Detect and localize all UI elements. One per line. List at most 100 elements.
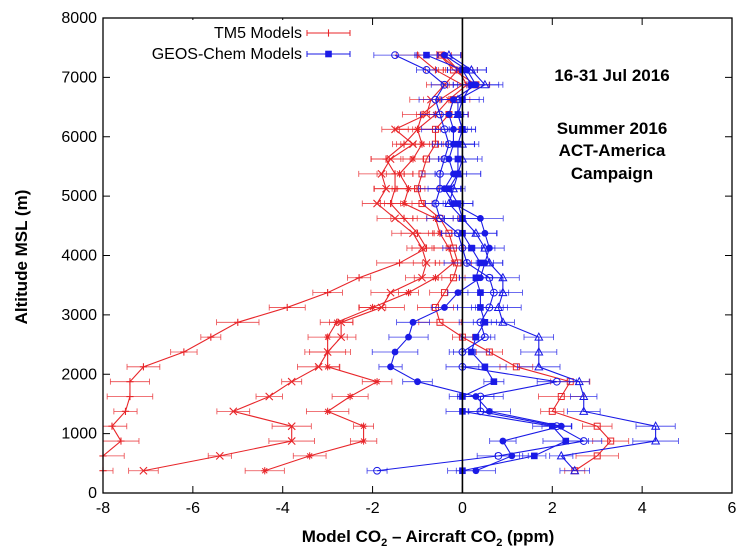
x-marker <box>265 392 274 401</box>
open-triangle-marker <box>471 228 481 237</box>
open-square-marker <box>440 289 448 297</box>
open-triangle-marker <box>570 465 580 475</box>
x-marker <box>287 422 296 431</box>
open-triangle-marker <box>448 183 459 193</box>
error-bar <box>436 96 480 103</box>
open-circle-marker <box>476 407 485 416</box>
open-triangle-marker <box>444 50 454 59</box>
open-square-marker <box>548 407 556 415</box>
x-marker <box>373 199 382 208</box>
filled-circle-marker <box>391 348 399 356</box>
plus-marker <box>126 378 134 386</box>
y-axis-title: Altitude MSL (m) <box>12 190 31 325</box>
error-bar <box>475 304 522 311</box>
annotation-date-range: 16-31 Jul 2016 <box>554 66 669 85</box>
open-square-marker <box>557 393 565 401</box>
error-bar <box>582 423 613 430</box>
y-tick-label: 6000 <box>61 129 97 146</box>
open-circle-marker <box>436 214 444 223</box>
plus-marker <box>324 29 333 37</box>
asterisk-marker <box>368 303 377 312</box>
y-tick-label: 2000 <box>61 366 97 383</box>
filled-circle-marker <box>414 378 421 386</box>
open-circle-marker <box>579 437 588 445</box>
asterisk-marker <box>346 392 354 401</box>
y-tick-label: 4000 <box>61 248 97 265</box>
error-bar <box>457 393 504 400</box>
open-triangle-marker <box>484 257 495 267</box>
x-marker <box>139 466 148 475</box>
open-triangle-marker <box>534 346 544 356</box>
x-tick-label: -2 <box>365 500 379 517</box>
x-tick-label: -4 <box>276 500 290 517</box>
error-bar <box>486 274 520 281</box>
x-marker <box>386 288 395 297</box>
error-bar <box>566 408 601 415</box>
open-triangle-marker <box>466 64 477 74</box>
open-triangle-marker <box>534 332 544 341</box>
error-bar <box>430 81 459 88</box>
x-tick-label: -6 <box>186 500 200 517</box>
error-bar <box>520 348 558 355</box>
asterisk-marker <box>418 140 426 148</box>
asterisk-marker <box>324 333 332 341</box>
annotation-campaign-line-3: Campaign <box>571 164 653 183</box>
plus-marker <box>117 437 125 445</box>
filled-circle-marker <box>387 363 394 371</box>
filled-square-marker <box>490 378 498 385</box>
open-circle-marker <box>552 377 561 386</box>
error-bar <box>456 66 487 73</box>
x-marker <box>382 184 391 193</box>
plus-marker <box>355 274 363 282</box>
error-bar <box>568 378 590 385</box>
open-triangle-marker <box>650 435 661 445</box>
asterisk-marker <box>395 170 404 178</box>
x-tick-label: -8 <box>96 500 110 517</box>
plus-marker <box>234 318 242 326</box>
plus-marker <box>283 303 291 312</box>
filled-circle-marker <box>405 333 412 341</box>
legend-label-tm5: TM5 Models <box>214 25 302 42</box>
error-bar <box>441 185 466 192</box>
y-tick-label: 8000 <box>61 10 97 27</box>
error-bar <box>447 111 469 118</box>
x-marker <box>287 377 296 386</box>
x-tick-label: 4 <box>638 500 647 517</box>
plus-marker <box>395 259 404 267</box>
x-marker <box>409 229 417 238</box>
plus-marker <box>108 422 116 430</box>
asterisk-marker <box>359 437 368 445</box>
legend: TM5 Models GEOS-Chem Models <box>110 20 360 64</box>
error-bar <box>373 52 417 59</box>
legend-label-geos-chem: GEOS-Chem Models <box>152 46 302 63</box>
plus-marker <box>139 363 148 371</box>
open-square-marker <box>593 452 601 460</box>
error-bar <box>635 423 676 430</box>
asterisk-marker <box>333 318 341 326</box>
x-marker <box>377 169 386 178</box>
error-bar <box>474 334 496 341</box>
plus-marker <box>324 289 332 297</box>
x-axis-title: Model CO2 – Aircraft CO2 (ppm) <box>302 527 555 549</box>
error-bar <box>570 393 598 400</box>
legend-bar-caps <box>306 51 351 57</box>
open-circle-marker <box>440 125 449 134</box>
filled-circle-marker <box>472 467 480 475</box>
error-bar <box>468 408 493 415</box>
open-triangle-marker <box>480 243 490 252</box>
annotation-campaign-line-2: ACT-America <box>559 141 666 160</box>
error-bar <box>433 200 465 207</box>
error-bar <box>436 52 461 59</box>
filled-square-marker <box>423 51 430 59</box>
filled-circle-marker <box>441 304 448 311</box>
open-triangle-marker <box>650 421 661 430</box>
error-bar <box>632 438 679 445</box>
filled-square-marker <box>325 50 332 58</box>
open-square-marker <box>593 422 601 430</box>
plus-marker <box>126 392 134 401</box>
open-circle-marker <box>494 451 503 460</box>
filled-square-marker <box>481 363 489 371</box>
x-marker <box>386 155 395 164</box>
tick-layer: -8 -6 -4 -2 0 2 4 6 0 1000 2000 3000 4000 5000 6000 700… <box>61 10 736 517</box>
open-circle-marker <box>476 392 485 401</box>
